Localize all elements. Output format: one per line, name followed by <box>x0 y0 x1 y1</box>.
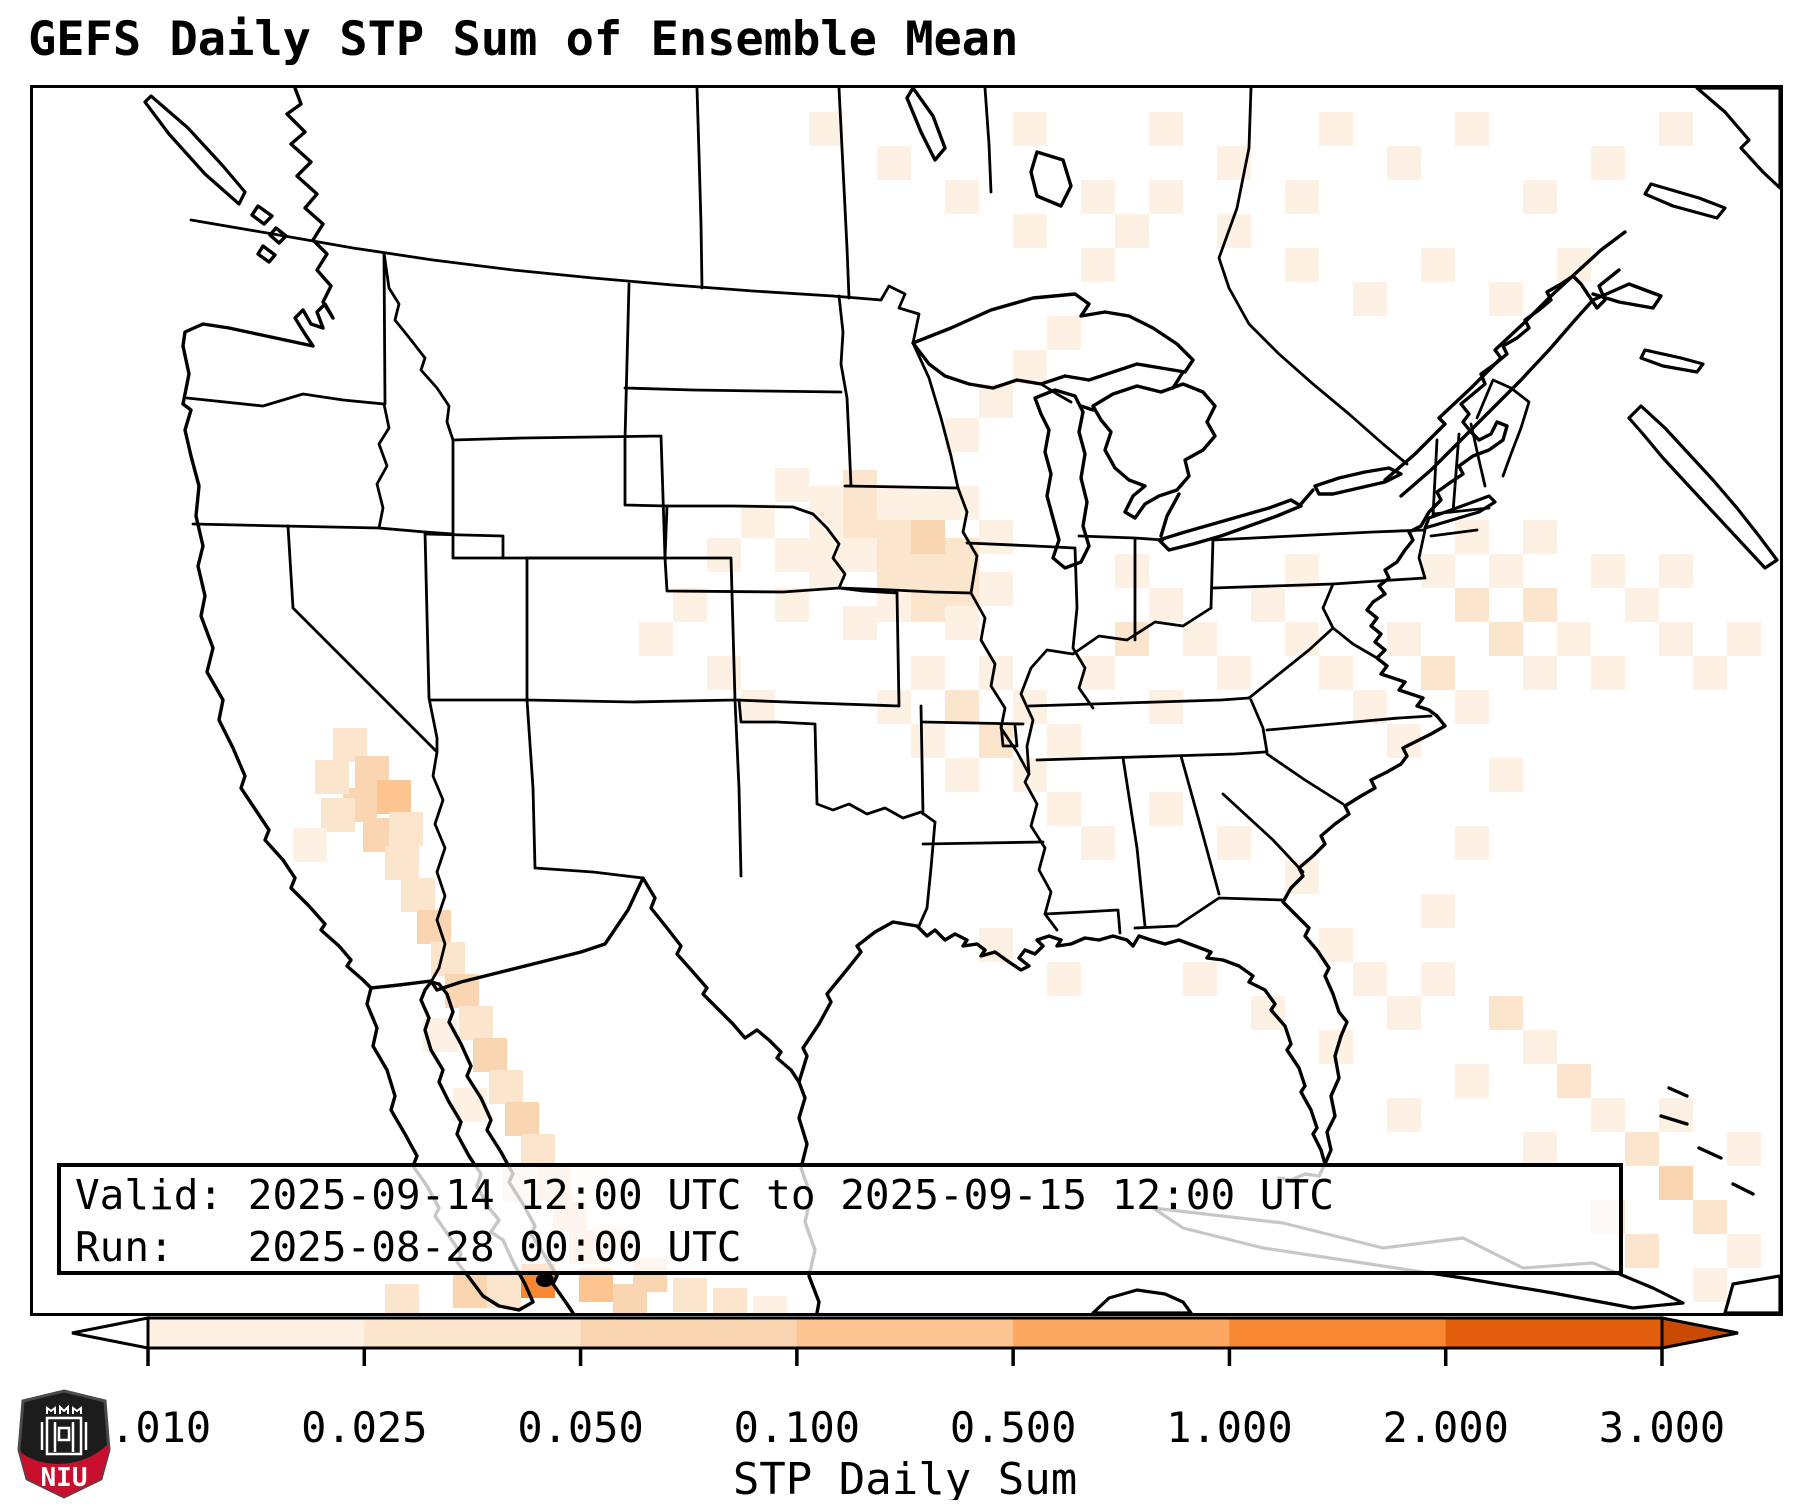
gulf-atlantic-coastline <box>797 268 1621 1182</box>
northwest-islands <box>143 94 288 264</box>
max-value-marker <box>536 1273 554 1287</box>
colorbar-ticks <box>146 1348 1664 1366</box>
st-lawrence-maritimes <box>1383 88 1780 570</box>
figure-title: GEFS Daily STP Sum of Ensemble Mean <box>28 12 1019 67</box>
niu-castle-icon <box>40 1404 88 1456</box>
valid-run-box: Valid: 2025-09-14 12:00 UTC to 2025-09-1… <box>57 1163 1623 1275</box>
colorbar-tick-label: 2.000 <box>1382 1403 1508 1452</box>
state-borders-plains <box>623 282 973 928</box>
colorbar-tick-label: 3.000 <box>1599 1403 1725 1452</box>
great-lakes <box>911 292 1403 570</box>
niu-logo-text: NIU <box>41 1463 88 1493</box>
us-map <box>143 88 1780 1313</box>
state-borders-west <box>185 251 743 984</box>
colorbar-tick-label: 0.050 <box>517 1403 643 1452</box>
canada-borders <box>189 88 1409 466</box>
niu-red-band <box>19 1444 109 1497</box>
colorbar-tick-label: 0.500 <box>950 1403 1076 1452</box>
stp-shading-cells <box>293 112 1761 1313</box>
colorbar-segments <box>71 1316 1739 1350</box>
colorbar-svg: 0.010 0.025 0.050 0.100 0.500 1.000 2.000 3.000… <box>71 1316 1739 1504</box>
state-borders-east <box>1019 382 1491 874</box>
state-borders-midsouth <box>911 341 1285 935</box>
colorbar-tick-label: 0.025 <box>301 1403 427 1452</box>
colorbar-tick-labels: 0.010 0.025 0.050 0.100 0.500 1.000 2.000 3.000 <box>85 1403 1725 1452</box>
colorbar-tick-label: 1.000 <box>1166 1403 1292 1452</box>
map-panel <box>30 85 1783 1316</box>
valid-line: Valid: 2025-09-14 12:00 UTC to 2025-09-1… <box>75 1171 1334 1219</box>
colorbar-axis-label: STP Daily Sum <box>733 1454 1077 1500</box>
niu-logo: NIU <box>17 1389 111 1499</box>
colorbar-tick-label: 0.100 <box>734 1403 860 1452</box>
colorbar: 0.010 0.025 0.050 0.100 0.500 1.000 2.000 3.000… <box>0 1310 1803 1504</box>
run-line: Run: 2025-08-28 00:00 UTC <box>75 1223 742 1271</box>
canadian-lakes <box>905 88 1073 208</box>
